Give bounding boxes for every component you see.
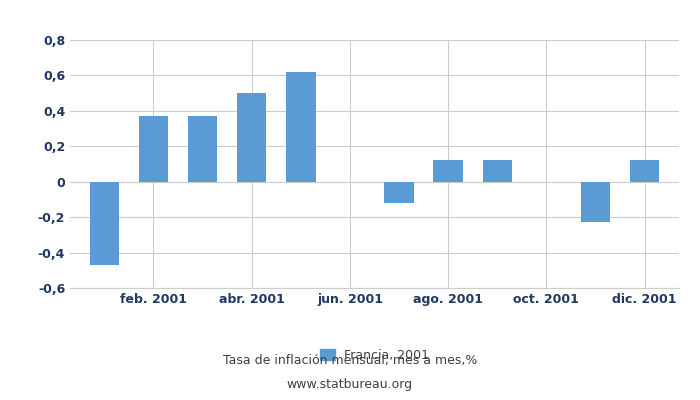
Bar <box>630 160 659 182</box>
Bar <box>581 182 610 222</box>
Bar <box>237 93 267 182</box>
Bar <box>482 160 512 182</box>
Legend: Francia, 2001: Francia, 2001 <box>319 349 430 362</box>
Bar <box>286 72 316 182</box>
Text: Tasa de inflación mensual, mes a mes,%: Tasa de inflación mensual, mes a mes,% <box>223 354 477 367</box>
Bar <box>188 116 217 182</box>
Bar <box>384 182 414 203</box>
Bar <box>90 182 119 265</box>
Bar <box>433 160 463 182</box>
Bar <box>139 116 168 182</box>
Text: www.statbureau.org: www.statbureau.org <box>287 378 413 391</box>
